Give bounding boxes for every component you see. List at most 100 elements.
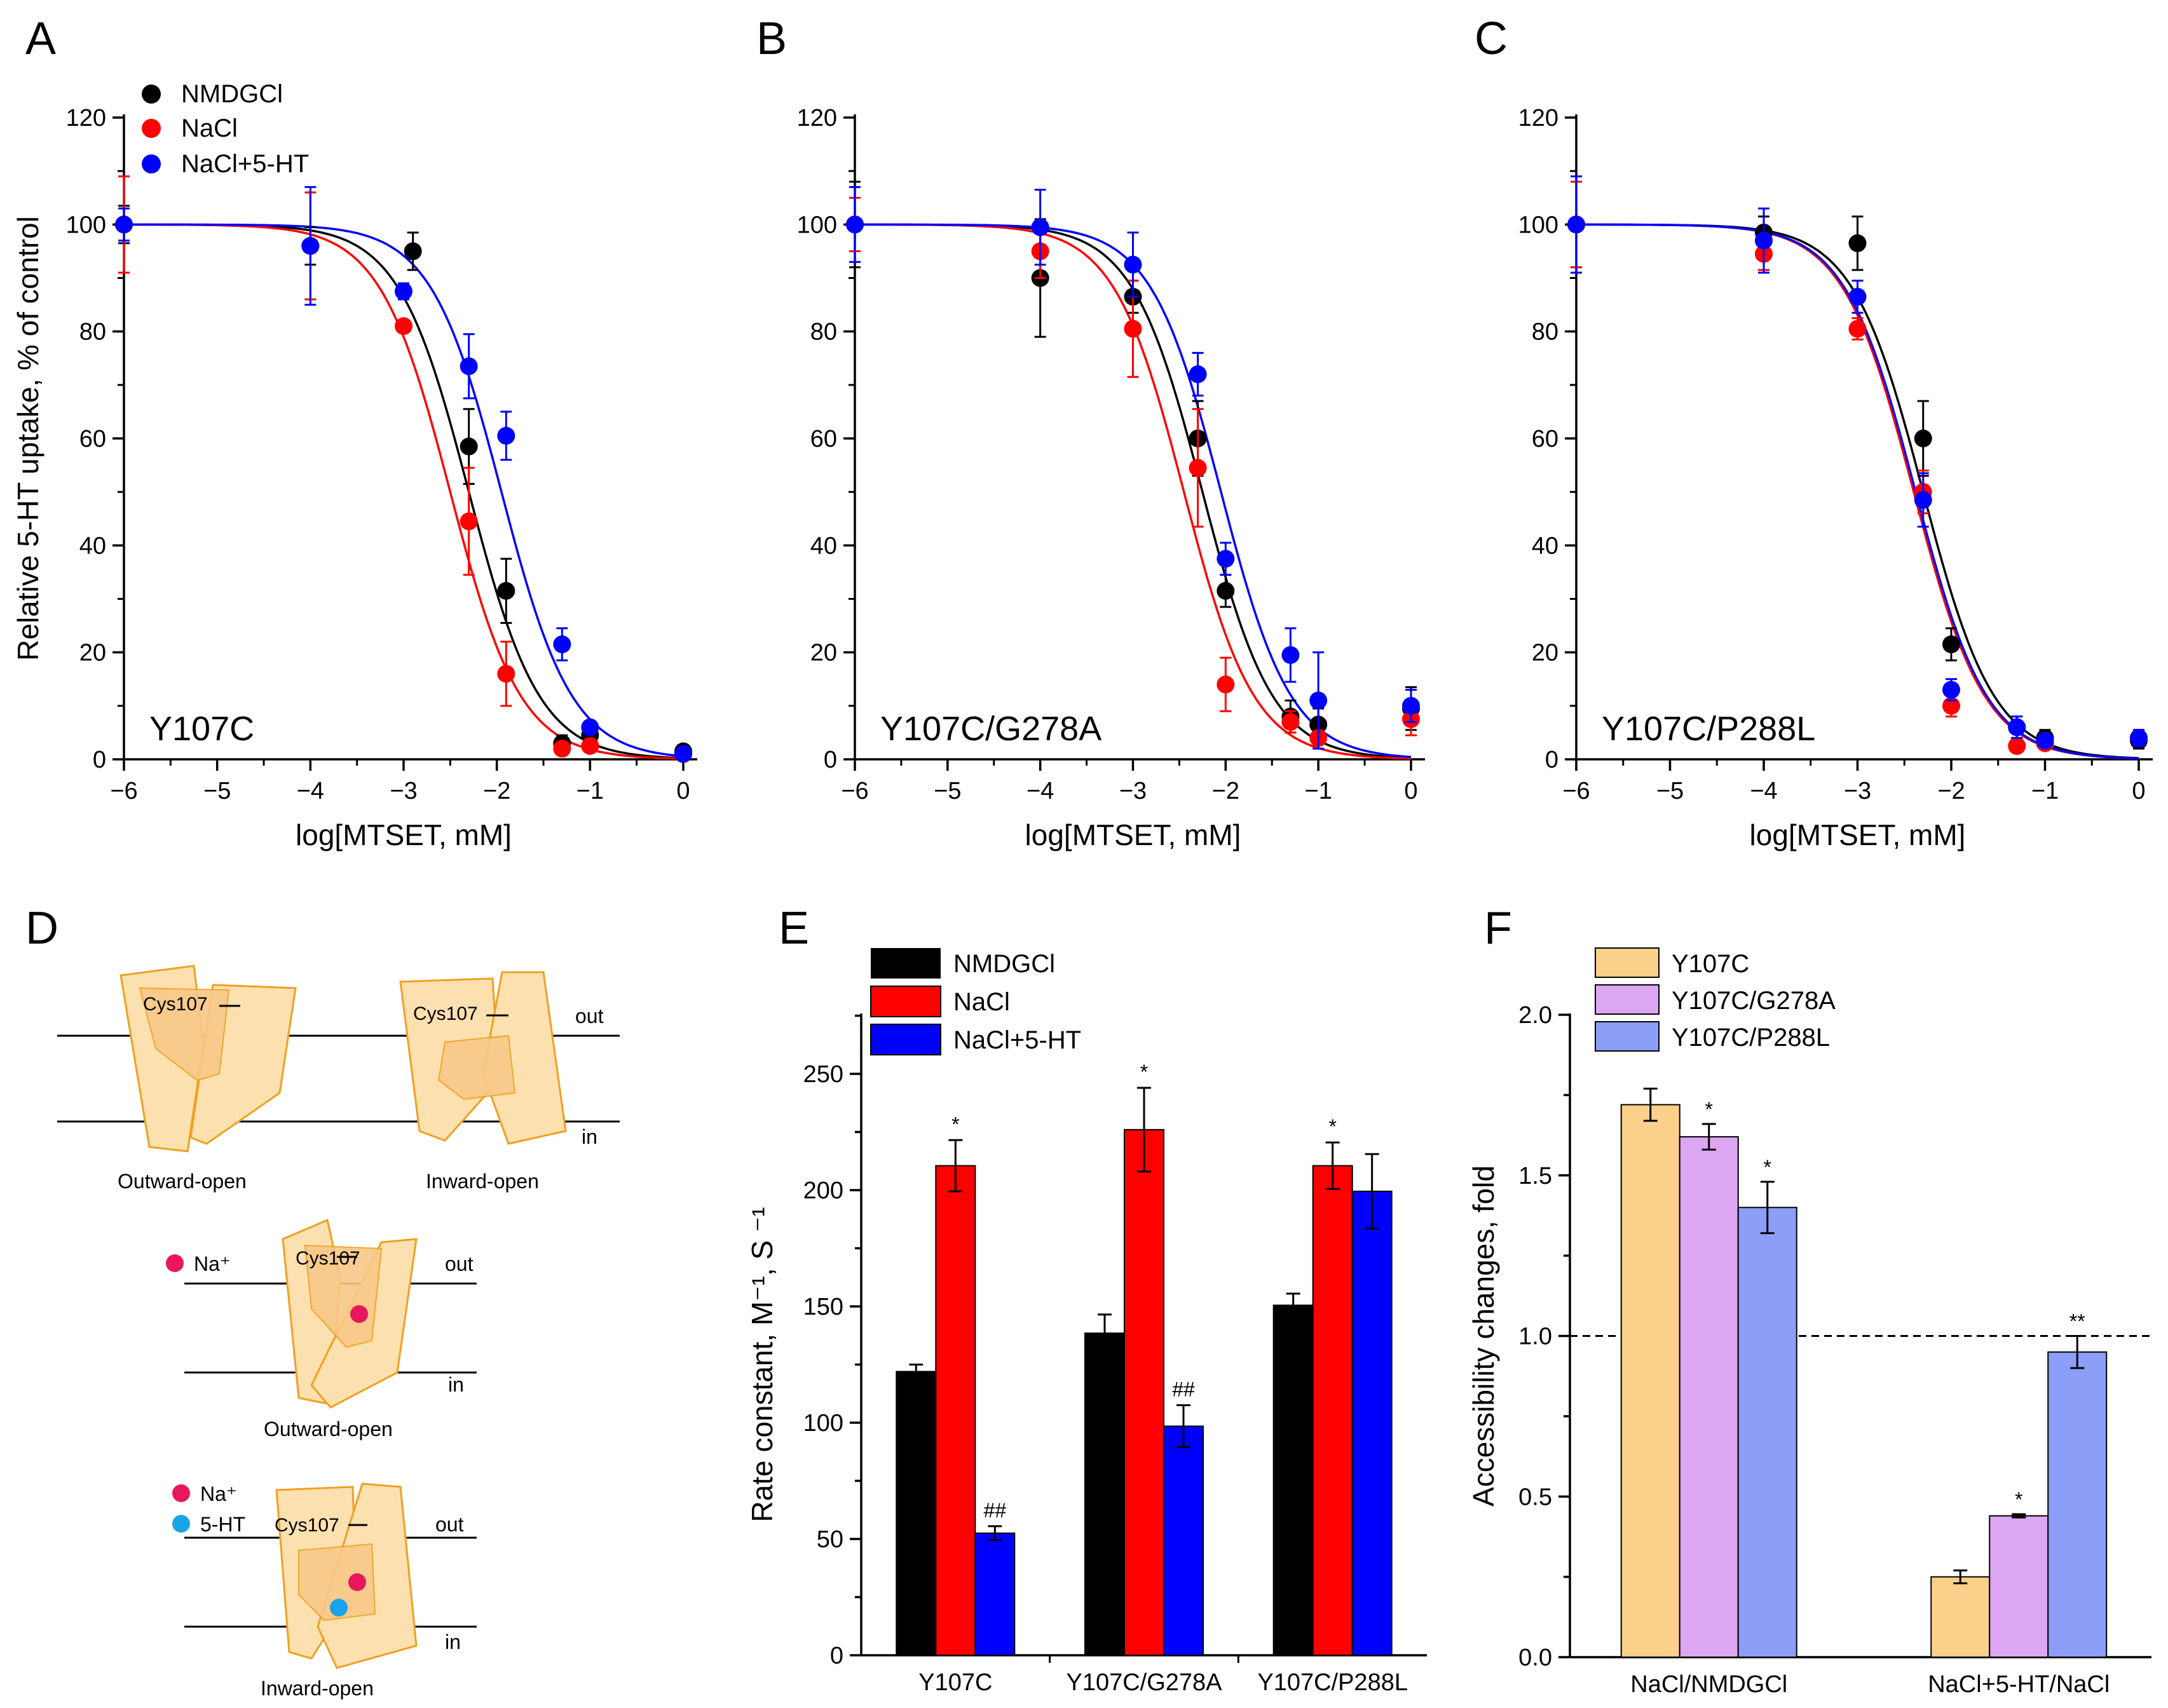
y-tick-label: 40: [79, 532, 106, 559]
y-tick-label: 100: [1518, 212, 1558, 238]
y-tick-label: 0: [93, 747, 106, 773]
bar-nacl: [1124, 1128, 1164, 1656]
transporter-outward-open-1: Cys107 Outward-open: [118, 965, 297, 1193]
residue-label: Cys107: [143, 994, 208, 1015]
x-tick-label: −4: [297, 778, 324, 804]
panel-a-legend: NMDGCl NaCl NaCl+5-HT: [142, 80, 309, 178]
y-tick-label: 100: [797, 212, 837, 238]
legend-label-nmdgcl: NMDGCl: [181, 80, 283, 108]
panel-f-bar-chart: 0.0 0.5 1.0 1.5 2.0 Accessibility changes, fo…: [1467, 1002, 2151, 1698]
y-tick-label: 120: [1518, 105, 1558, 132]
x-tick-label: −1: [1305, 778, 1332, 804]
x-tick-label: NaCl+5-HT/NaCl: [1928, 1671, 2110, 1698]
y-tick-label: 60: [79, 426, 106, 452]
in-label-2: in: [448, 1373, 464, 1396]
y-axis-title: Accessibility changes, fold: [1467, 1165, 1500, 1507]
x-tick-label: −6: [841, 778, 868, 804]
data-point-nacl: [1124, 320, 1142, 338]
na-legend-icon: [172, 1484, 190, 1502]
legend-label-y107c-p288l: Y107C/P288L: [1672, 1024, 1830, 1052]
y-tick-label: 100: [803, 1410, 843, 1437]
y-tick-label: 1.5: [1518, 1163, 1552, 1190]
transporter-outward-open-2: Cys107 Outward-open: [264, 1218, 418, 1440]
bar-nacl: [1312, 1165, 1353, 1656]
data-point-nacl-5-ht: [674, 745, 692, 763]
na-label-1: Na⁺: [194, 1252, 231, 1275]
data-point-nacl-5-ht: [115, 215, 133, 234]
x-tick-label: Y107C: [918, 1669, 992, 1696]
data-point-nmdgcl: [1942, 635, 1960, 654]
data-point-nmdgcl: [1914, 430, 1932, 447]
fit-curve-nacl-5-ht: [124, 223, 684, 757]
data-point-nacl: [1217, 675, 1235, 694]
in-label-3: in: [445, 1630, 461, 1653]
x-tick-label: −3: [1844, 778, 1871, 804]
bar-y107c: [1620, 1104, 1681, 1658]
panel-e-bar-chart: 0 50 100 150 200 250 Rate constant, M⁻¹, S ⁻¹ Y…: [746, 1013, 1427, 1696]
data-point-nacl-5-ht: [1217, 550, 1235, 568]
out-label-3: out: [435, 1513, 464, 1536]
significance-label: **: [2069, 1310, 2085, 1333]
x-axis-title: log[MTSET, mM]: [1750, 818, 1966, 851]
x-tick-label: −6: [1562, 778, 1590, 804]
data-point-nacl-5-ht: [553, 635, 571, 654]
data-point-nacl: [553, 740, 571, 758]
na-ion-icon: [350, 1305, 368, 1323]
data-point-nacl-5-ht: [2130, 729, 2148, 747]
bar-y107c: [1930, 1576, 1991, 1658]
y-tick-label: 20: [79, 640, 106, 667]
legend-marker-nacl-5ht: [142, 154, 161, 173]
data-point-nmdgcl: [460, 437, 478, 456]
construct-label: Y107C/G278A: [880, 710, 1101, 748]
legend-label-nmdgcl: NMDGCl: [953, 950, 1055, 978]
residue-label: Cys107: [413, 1003, 478, 1024]
legend-label-nacl-5ht: NaCl+5-HT: [181, 150, 309, 178]
x-tick-label: 0: [2132, 778, 2145, 804]
data-point-nacl: [395, 317, 412, 336]
significance-label: *: [1705, 1098, 1713, 1121]
bar-y107c-p288l: [1737, 1207, 1797, 1658]
transporter-inward-open-1: Cys107 Inward-open: [399, 971, 567, 1193]
y-tick-label: 40: [1532, 532, 1558, 559]
y-tick-label: 0.5: [1518, 1484, 1552, 1510]
significance-label: ##: [984, 1499, 1007, 1522]
bar-nacl-5-ht: [974, 1532, 1016, 1657]
y-tick-label: 20: [1532, 640, 1558, 667]
x-axis-title: log[MTSET, mM]: [1025, 818, 1241, 851]
x-tick-label: 0: [676, 778, 690, 804]
x-tick-label: 0: [1404, 778, 1417, 804]
state-label-outward-open-1: Outward-open: [118, 1170, 247, 1193]
out-label: out: [575, 1005, 604, 1027]
panel-letter-a: A: [25, 13, 56, 64]
y-tick-label: 0: [1545, 747, 1558, 773]
significance-label: *: [951, 1113, 959, 1135]
state-label-inward-open-3: Inward-open: [261, 1677, 374, 1700]
panel-letter-f: F: [1484, 903, 1512, 954]
legend-marker-nacl: [142, 119, 161, 138]
data-point-nacl-5-ht: [581, 718, 599, 736]
y-tick-label: 0: [830, 1643, 843, 1669]
data-point-nacl: [581, 736, 599, 755]
construct-label: Y107C/P288L: [1602, 710, 1815, 748]
residue-label: Cys107: [296, 1248, 360, 1269]
na-legend-icon: [166, 1254, 184, 1272]
legend-swatch-nacl: [870, 986, 941, 1017]
y-tick-label: 0: [824, 747, 837, 773]
bar-nacl: [935, 1165, 976, 1656]
y-tick-label: 80: [1532, 319, 1558, 346]
legend-swatch-y107c-g278a: [1595, 984, 1660, 1015]
data-point-nacl-5-ht: [301, 237, 320, 255]
na-label-2: Na⁺: [200, 1482, 237, 1505]
legend-swatch-nacl-5ht: [870, 1024, 941, 1055]
x-tick-label: Y107C/G278A: [1066, 1669, 1222, 1696]
legend-swatch-y107c-p288l: [1595, 1021, 1660, 1052]
y-tick-label: 120: [66, 105, 106, 132]
data-point-nacl-5-ht: [1189, 365, 1207, 383]
y-tick-label: 60: [810, 426, 837, 452]
data-point-nacl: [2008, 736, 2026, 755]
x-axis-title: log[MTSET, mM]: [296, 818, 512, 851]
state-label-outward-open-2: Outward-open: [264, 1418, 393, 1440]
data-point-nacl: [1189, 459, 1207, 477]
y-axis-title: Rate constant, M⁻¹, S ⁻¹: [746, 1207, 779, 1522]
data-point-nacl-5-ht: [1031, 218, 1049, 236]
